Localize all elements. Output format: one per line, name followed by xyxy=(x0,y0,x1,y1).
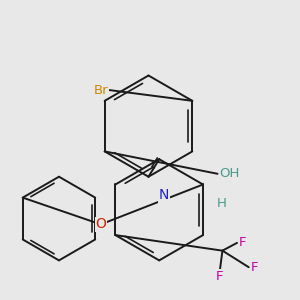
Text: OH: OH xyxy=(219,167,240,180)
Text: Br: Br xyxy=(93,84,108,97)
Text: F: F xyxy=(238,236,246,249)
Text: F: F xyxy=(216,270,223,283)
Text: F: F xyxy=(250,261,258,274)
Text: N: N xyxy=(159,188,169,202)
Text: H: H xyxy=(216,197,226,211)
Text: O: O xyxy=(95,218,106,231)
